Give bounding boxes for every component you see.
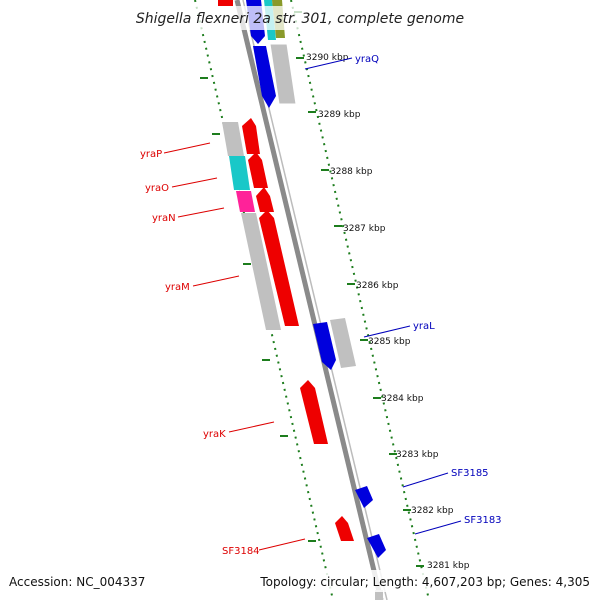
yraL-leader xyxy=(363,325,411,338)
SF3184-gene xyxy=(335,516,354,541)
yraQ-leader xyxy=(304,57,353,70)
gene-label-yraO: yraO xyxy=(145,183,169,194)
SF3183-gene xyxy=(367,534,386,558)
title-background xyxy=(130,6,470,30)
gene-label-yraQ: yraQ xyxy=(355,54,379,65)
yraN-magenta-feature xyxy=(236,191,255,212)
footer-background xyxy=(0,570,600,592)
yraK-leader xyxy=(228,421,275,433)
yraP-gene xyxy=(242,118,260,154)
gene-label-SF3185: SF3185 xyxy=(451,468,489,479)
tick-labels: 3290 kbp 3289 kbp 3288 kbp 3287 kbp 3286… xyxy=(306,53,470,571)
tick-label-3286: 3286 kbp xyxy=(356,281,399,291)
yraM-leader xyxy=(192,275,240,287)
gene-label-SF3183: SF3183 xyxy=(464,515,502,526)
yraN-leader xyxy=(177,207,225,218)
SF3183-leader xyxy=(414,520,462,535)
gene-label-yraK: yraK xyxy=(203,429,226,440)
yraO-leader xyxy=(171,177,218,188)
yraQ-gene xyxy=(253,46,276,108)
tick-label-3285: 3285 kbp xyxy=(368,337,411,347)
tick-label-3288: 3288 kbp xyxy=(330,167,373,177)
gene-labels: yraQ yraP yraO yraN yraM yraL yraK SF318… xyxy=(140,54,502,557)
gene-label-yraL: yraL xyxy=(413,321,435,332)
tick-marks xyxy=(200,11,424,567)
tick-label-3287: 3287 kbp xyxy=(343,224,386,234)
yraP-leader xyxy=(163,142,211,154)
SF3185-leader xyxy=(402,472,449,488)
genome-summary-text: Topology: circular; Length: 4,607,203 bp… xyxy=(259,575,590,589)
tick-label-3281: 3281 kbp xyxy=(427,561,470,571)
SF3184-leader xyxy=(258,538,306,551)
yraO-gene xyxy=(248,152,268,188)
leader-lines xyxy=(163,57,462,551)
lower-outline xyxy=(375,590,383,600)
tick-label-3289: 3289 kbp xyxy=(318,110,361,120)
yraM-gene xyxy=(259,210,299,326)
yraM-pseudo-box xyxy=(241,213,281,330)
yraP-pseudo-box xyxy=(222,122,244,156)
gene-label-yraN: yraN xyxy=(152,213,176,224)
left-gene-cluster xyxy=(222,118,299,330)
tick-label-3283: 3283 kbp xyxy=(396,450,439,460)
gene-label-SF3184: SF3184 xyxy=(222,546,260,557)
yraN-gene xyxy=(256,187,274,212)
accession-text: Accession: NC_004337 xyxy=(9,575,145,589)
yraO-cyan-feature xyxy=(229,156,250,190)
tick-label-3282: 3282 kbp xyxy=(411,506,454,516)
genome-backbone xyxy=(234,0,384,600)
top-red-gene xyxy=(218,0,233,6)
yraQ-pseudo-box xyxy=(269,43,297,105)
gene-label-yraM: yraM xyxy=(165,282,190,293)
SF3185-gene xyxy=(355,486,373,508)
yraL-gene xyxy=(313,322,336,370)
yraL-pseudo-box xyxy=(330,318,356,368)
yraK-gene xyxy=(300,380,328,444)
gene-label-yraP: yraP xyxy=(140,149,162,160)
tick-label-3284: 3284 kbp xyxy=(381,394,424,404)
map-title: Shigella flexneri 2a str. 301, complete … xyxy=(136,11,464,27)
tick-label-3290: 3290 kbp xyxy=(306,53,349,63)
